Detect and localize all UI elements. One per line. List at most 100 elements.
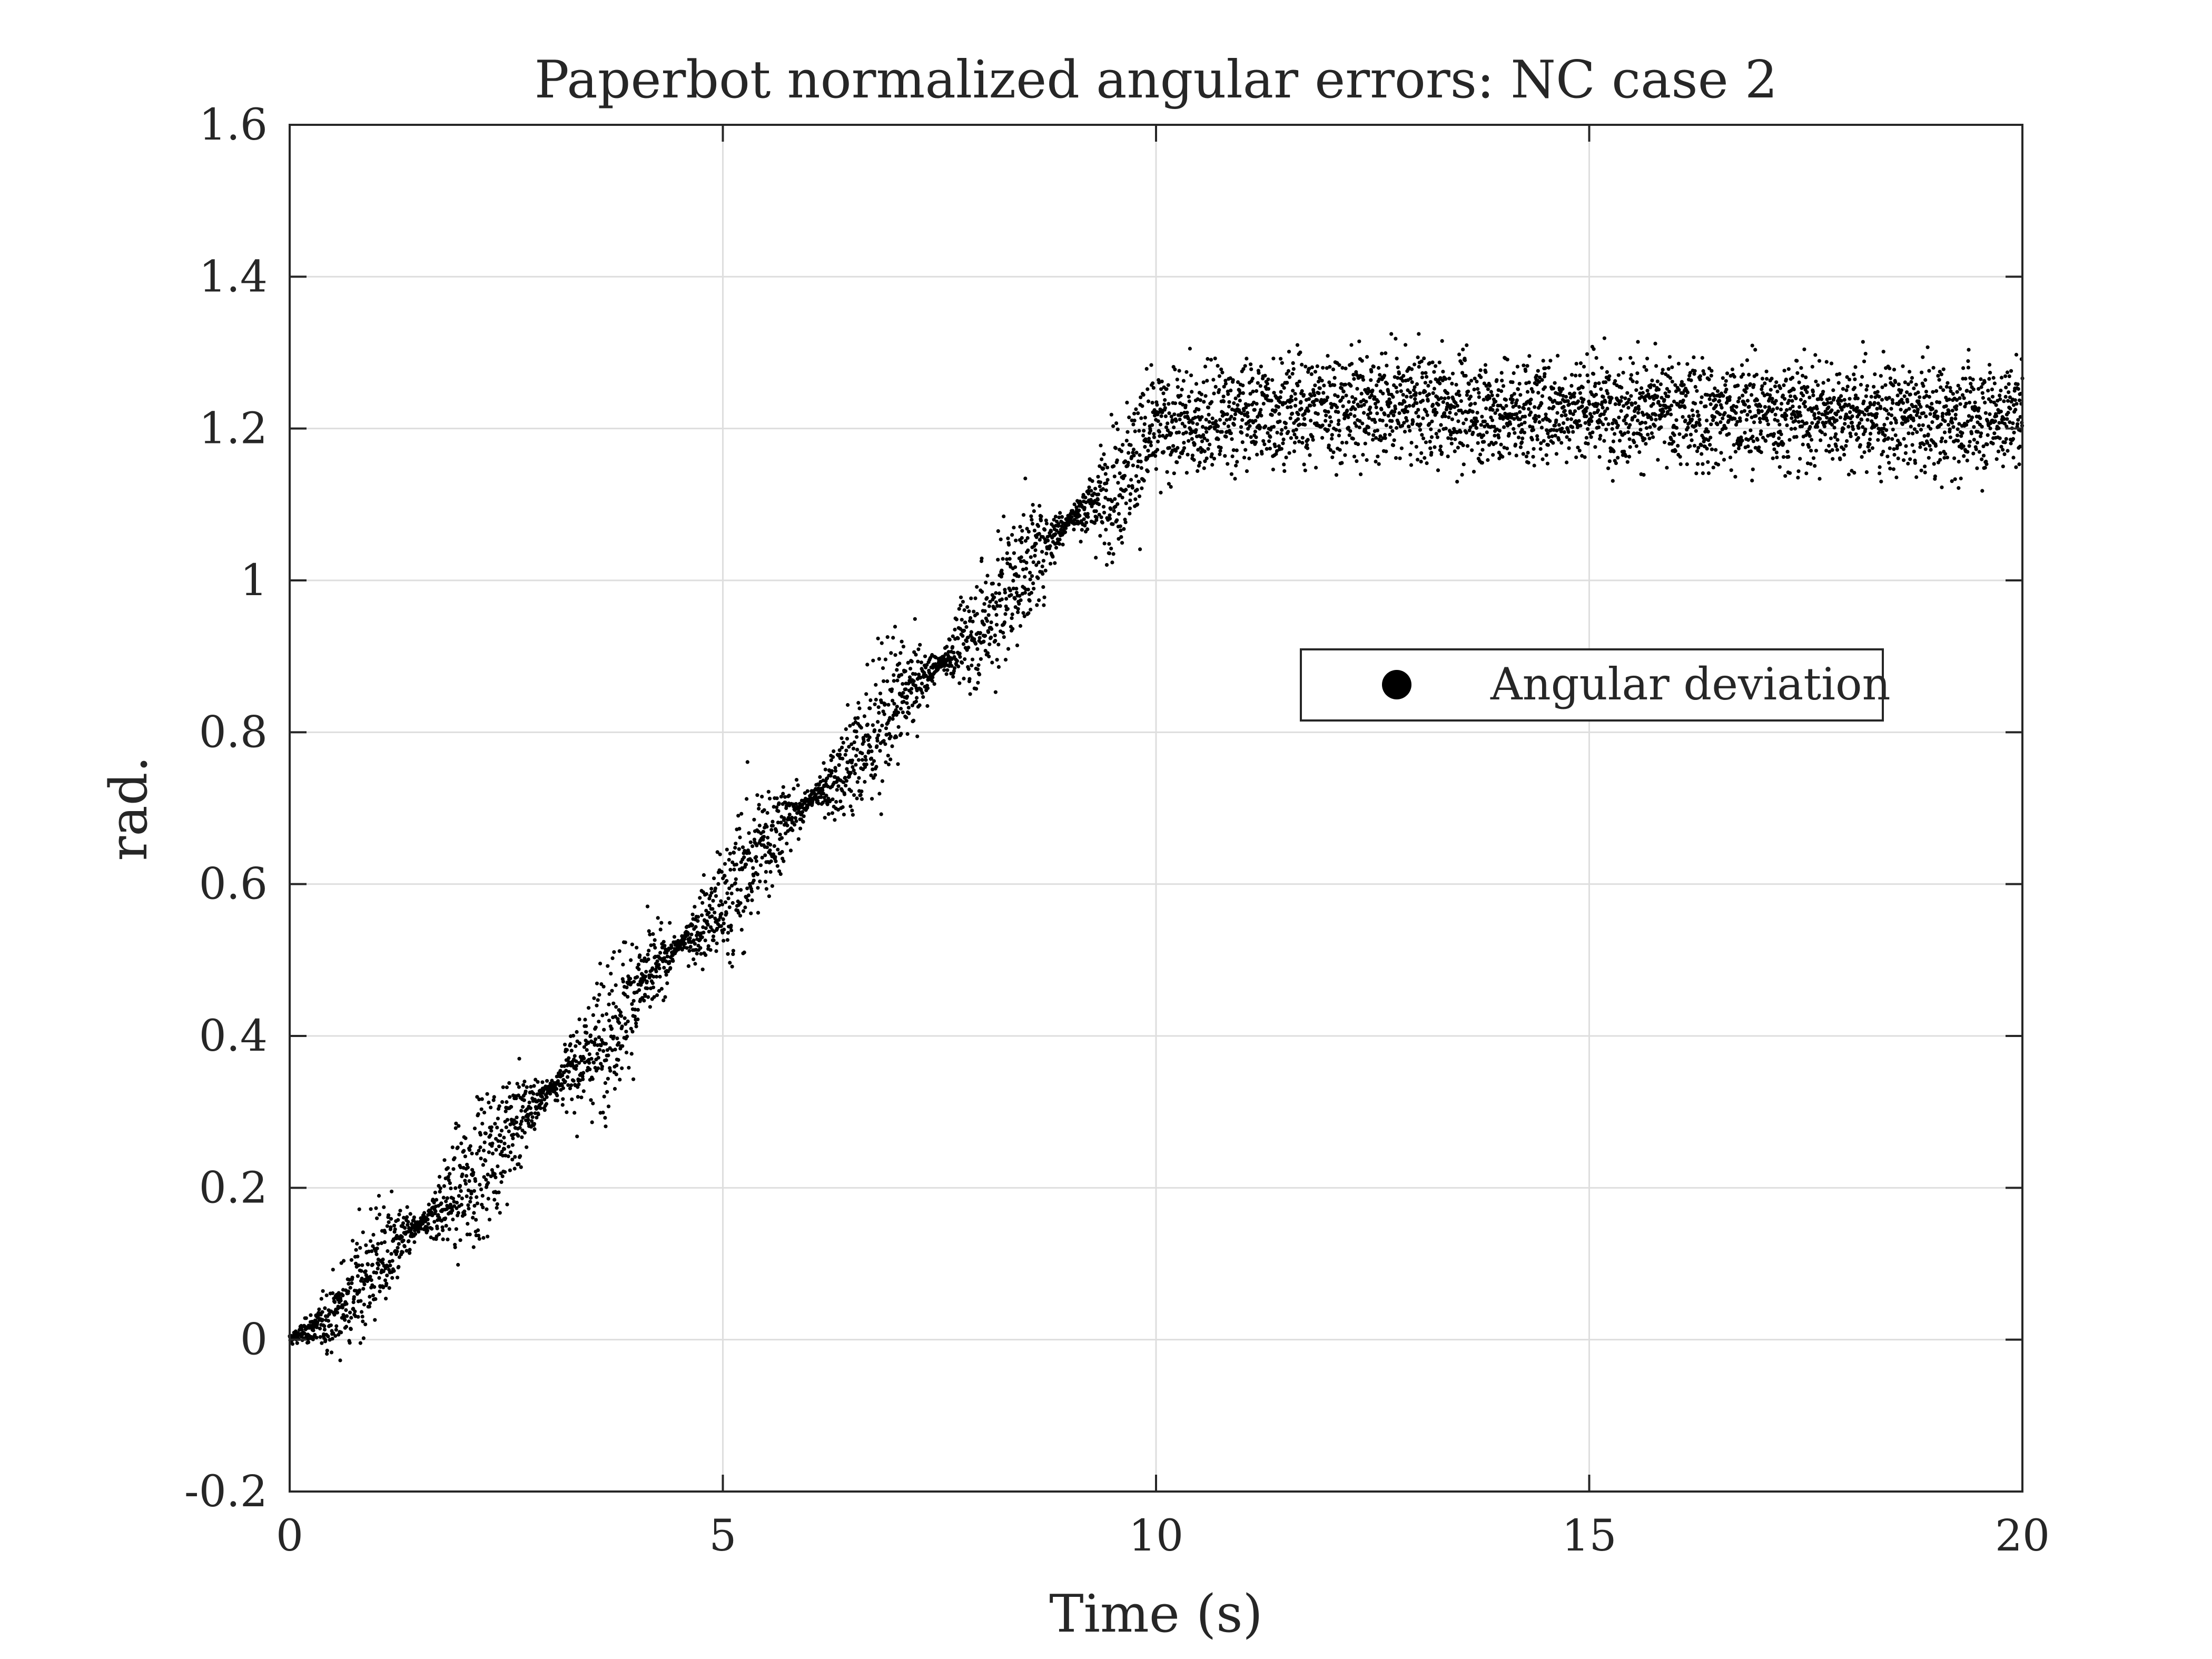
data-point [719, 870, 724, 874]
data-point [916, 673, 921, 677]
data-point [1197, 408, 1201, 412]
data-point [361, 1319, 365, 1324]
data-point [1354, 397, 1358, 401]
data-point [840, 745, 844, 749]
data-point [1164, 425, 1169, 429]
data-point [1501, 384, 1506, 388]
data-point [624, 1050, 629, 1055]
data-point [738, 901, 743, 905]
data-point [758, 880, 762, 884]
data-point [1416, 355, 1420, 360]
data-point [1216, 437, 1220, 441]
data-point [586, 1041, 590, 1045]
data-point [496, 1139, 500, 1143]
data-point [1480, 461, 1484, 465]
data-point [631, 1077, 636, 1081]
data-point [1005, 557, 1009, 561]
data-point [1408, 390, 1412, 394]
data-point [488, 1133, 492, 1138]
data-point [696, 919, 700, 923]
data-point [1213, 357, 1217, 361]
data-point [1507, 451, 1512, 456]
data-point [1350, 362, 1354, 366]
data-point [610, 989, 614, 993]
data-point [856, 700, 861, 705]
data-point [1713, 398, 1717, 402]
data-point [331, 1291, 335, 1295]
data-point [965, 605, 970, 609]
data-point [1298, 422, 1302, 427]
data-point [1583, 455, 1587, 459]
data-point [606, 1077, 610, 1081]
data-point [1035, 603, 1039, 607]
data-point [873, 728, 877, 732]
data-point [581, 1089, 586, 1093]
data-point [976, 680, 980, 685]
data-point [1464, 417, 1468, 422]
data-point [768, 848, 772, 853]
data-point [788, 848, 793, 853]
data-point [620, 1024, 624, 1029]
data-point [1144, 367, 1149, 371]
data-point [350, 1281, 354, 1285]
data-point [1460, 411, 1465, 415]
data-point [370, 1249, 374, 1253]
data-point [1379, 407, 1384, 412]
data-point [794, 819, 798, 823]
data-point [1536, 369, 1540, 373]
data-point [433, 1190, 438, 1194]
data-point [966, 635, 970, 639]
data-point [337, 1332, 341, 1337]
data-point [646, 995, 650, 999]
data-point [702, 931, 706, 935]
data-point [1253, 419, 1258, 423]
data-point [527, 1100, 531, 1104]
data-point [347, 1319, 351, 1324]
data-point [1699, 400, 1703, 404]
data-point [1374, 405, 1378, 410]
data-point [492, 1198, 497, 1202]
data-point [1596, 408, 1600, 412]
data-point [596, 998, 600, 1002]
data-point [630, 942, 634, 946]
data-point [925, 663, 929, 667]
data-point [709, 886, 714, 891]
data-point [493, 1122, 497, 1126]
data-point [611, 1034, 616, 1039]
data-point [1521, 452, 1525, 456]
data-point [341, 1293, 345, 1298]
data-point [1181, 379, 1186, 383]
data-point [754, 855, 758, 859]
data-point [698, 896, 702, 900]
data-point [1149, 363, 1153, 367]
data-point [917, 703, 922, 707]
data-point [482, 1140, 487, 1144]
data-point [1218, 449, 1222, 453]
data-point [520, 1135, 524, 1139]
data-point [1449, 432, 1453, 437]
data-point [852, 793, 856, 797]
data-point [473, 1179, 478, 1183]
data-point [1457, 352, 1461, 357]
data-point [1676, 361, 1681, 366]
data-point [1627, 398, 1631, 402]
data-point [530, 1115, 535, 1119]
data-point [792, 787, 796, 791]
data-point [1238, 391, 1242, 395]
data-point [565, 1048, 569, 1052]
data-point [358, 1288, 362, 1292]
data-point [571, 1079, 576, 1083]
data-point [1102, 541, 1107, 546]
data-point [360, 1263, 364, 1267]
data-point [479, 1157, 483, 1161]
data-point [891, 698, 895, 703]
data-point [468, 1232, 472, 1237]
data-point [459, 1165, 463, 1170]
data-point [1400, 402, 1404, 406]
data-point [736, 911, 740, 915]
data-point [427, 1202, 431, 1207]
data-point [1637, 407, 1641, 411]
data-point [1146, 399, 1151, 403]
data-point [1706, 430, 1710, 434]
data-point [664, 973, 668, 977]
